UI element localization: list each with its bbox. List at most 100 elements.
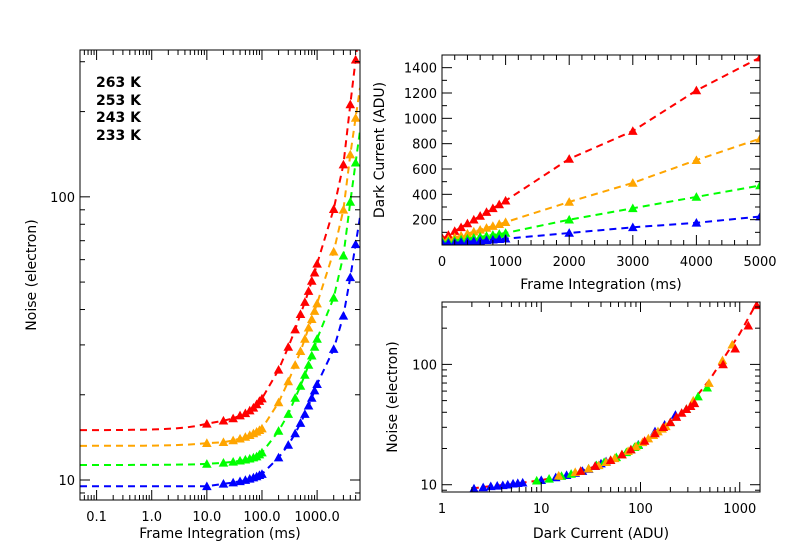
dark-current-vs-integration-ytick-label: 1200	[404, 87, 437, 102]
point-263-k	[303, 286, 314, 295]
noise-vs-integration-xtick-label: 10.0	[192, 510, 221, 525]
dark-current-vs-integration-xtick-label: 0	[438, 255, 446, 270]
point-233-k	[469, 236, 479, 245]
noise-vs-integration-panel: 0.1 1.0 10.0 100.0 1000.0 10 100 Frame Integra…	[24, 49, 361, 542]
point-253-k	[583, 463, 594, 473]
point-263-k	[240, 408, 251, 418]
point-253-k	[717, 355, 728, 365]
point-263-k	[338, 159, 349, 169]
point-243-k	[544, 473, 554, 483]
point-253-k	[691, 155, 702, 164]
point-263-k	[328, 204, 339, 213]
point-253-k	[257, 423, 267, 433]
dark-current-vs-integration-xtick-label: 1000	[489, 255, 522, 270]
point-243-k	[218, 458, 229, 467]
point-233-k	[273, 452, 284, 462]
point-233-k	[517, 477, 528, 487]
point-263-k	[300, 297, 310, 306]
dark-current-vs-integration-ytick-label: 400	[412, 188, 437, 203]
point-263-k	[564, 154, 574, 163]
point-263-k	[590, 461, 601, 470]
point-263-k	[475, 211, 485, 220]
noise-vs-dark-current-ytick-label: 10	[420, 479, 437, 494]
fit-curve	[471, 302, 759, 490]
point-233-k	[312, 379, 322, 389]
noise-vs-integration-xtick-label: 1.0	[141, 510, 162, 525]
point-263-k	[676, 408, 687, 417]
point-233-k	[202, 481, 212, 491]
point-263-k	[469, 214, 479, 224]
point-233-k	[488, 234, 498, 244]
point-253-k	[312, 298, 322, 308]
point-253-k	[300, 334, 310, 343]
point-243-k	[350, 157, 360, 167]
point-263-k	[658, 422, 669, 431]
noise-vs-integration-xtick-label: 1000.0	[294, 510, 340, 525]
point-243-k	[295, 381, 306, 390]
noise-vs-dark-current-xtick-label: 1000	[723, 502, 756, 517]
line-series-233-k	[442, 215, 760, 245]
point-263-k	[628, 126, 638, 135]
point-263-k	[639, 436, 650, 445]
point-253-k	[350, 113, 360, 122]
noise-vs-integration-ytick-label: 10	[58, 474, 75, 489]
point-233-k	[300, 409, 310, 418]
point-233-k	[478, 482, 488, 492]
point-263-k	[626, 444, 636, 454]
point-253-k	[631, 441, 641, 451]
point-233-k	[628, 222, 638, 232]
point-263-k	[350, 54, 360, 64]
point-263-k	[671, 412, 682, 421]
point-263-k	[743, 320, 754, 330]
line-series-243-k	[442, 184, 760, 244]
point-253-k	[306, 314, 317, 323]
point-233-k	[691, 218, 702, 227]
point-263-k	[309, 267, 320, 277]
point-253-k	[202, 438, 212, 447]
dark-current-vs-integration-panel: 0 1000 2000 3000 4000 5000 200 400 600 800 1000 120…	[372, 54, 777, 293]
dark-current-vs-integration-ytick-label: 1400	[404, 62, 437, 77]
point-263-k	[202, 418, 212, 428]
point-233-k	[338, 311, 349, 320]
noise-vs-integration-marks	[80, 50, 360, 491]
point-233-k	[564, 228, 574, 237]
point-243-k	[345, 197, 356, 206]
dark-current-vs-integration-ytick-label: 1000	[404, 112, 437, 127]
legend: 263 K 253 K 243 K 233 K	[96, 75, 142, 144]
point-263-k	[443, 230, 454, 239]
noise-vs-dark-current-xtick-label: 1	[438, 502, 446, 517]
point-253-k	[553, 470, 564, 480]
point-263-k	[481, 207, 492, 216]
dark-current-vs-integration-ytick-label: 800	[412, 138, 437, 153]
noise-vs-dark-current-xlabel: Dark Current (ADU)	[533, 526, 669, 542]
point-263-k	[283, 342, 294, 351]
noise-vs-integration-ticks	[80, 50, 360, 500]
point-233-k	[290, 428, 300, 438]
point-263-k	[718, 359, 728, 369]
noise-vs-dark-current-ticks	[441, 302, 760, 492]
point-253-k	[704, 378, 714, 387]
point-253-k	[218, 437, 229, 447]
point-263-k	[494, 199, 505, 209]
point-263-k	[575, 466, 586, 475]
point-263-k	[500, 195, 511, 205]
point-263-k	[456, 222, 466, 232]
point-263-k	[755, 55, 760, 62]
point-243-k	[303, 360, 314, 369]
line-series-253-k	[442, 137, 760, 243]
dark-current-vs-integration-ticks	[441, 54, 761, 245]
point-243-k	[300, 370, 310, 379]
point-233-k	[345, 272, 356, 282]
legend-item-243k: 243 K	[96, 110, 142, 126]
point-233-k	[442, 238, 447, 245]
point-263-k	[295, 309, 306, 319]
point-253-k	[290, 360, 300, 369]
noise-vs-dark-current-ytick-label: 100	[412, 358, 437, 373]
point-243-k	[564, 214, 574, 224]
point-253-k	[283, 376, 294, 386]
point-263-k	[730, 343, 741, 353]
point-253-k	[328, 246, 339, 256]
point-233-k	[485, 481, 496, 491]
